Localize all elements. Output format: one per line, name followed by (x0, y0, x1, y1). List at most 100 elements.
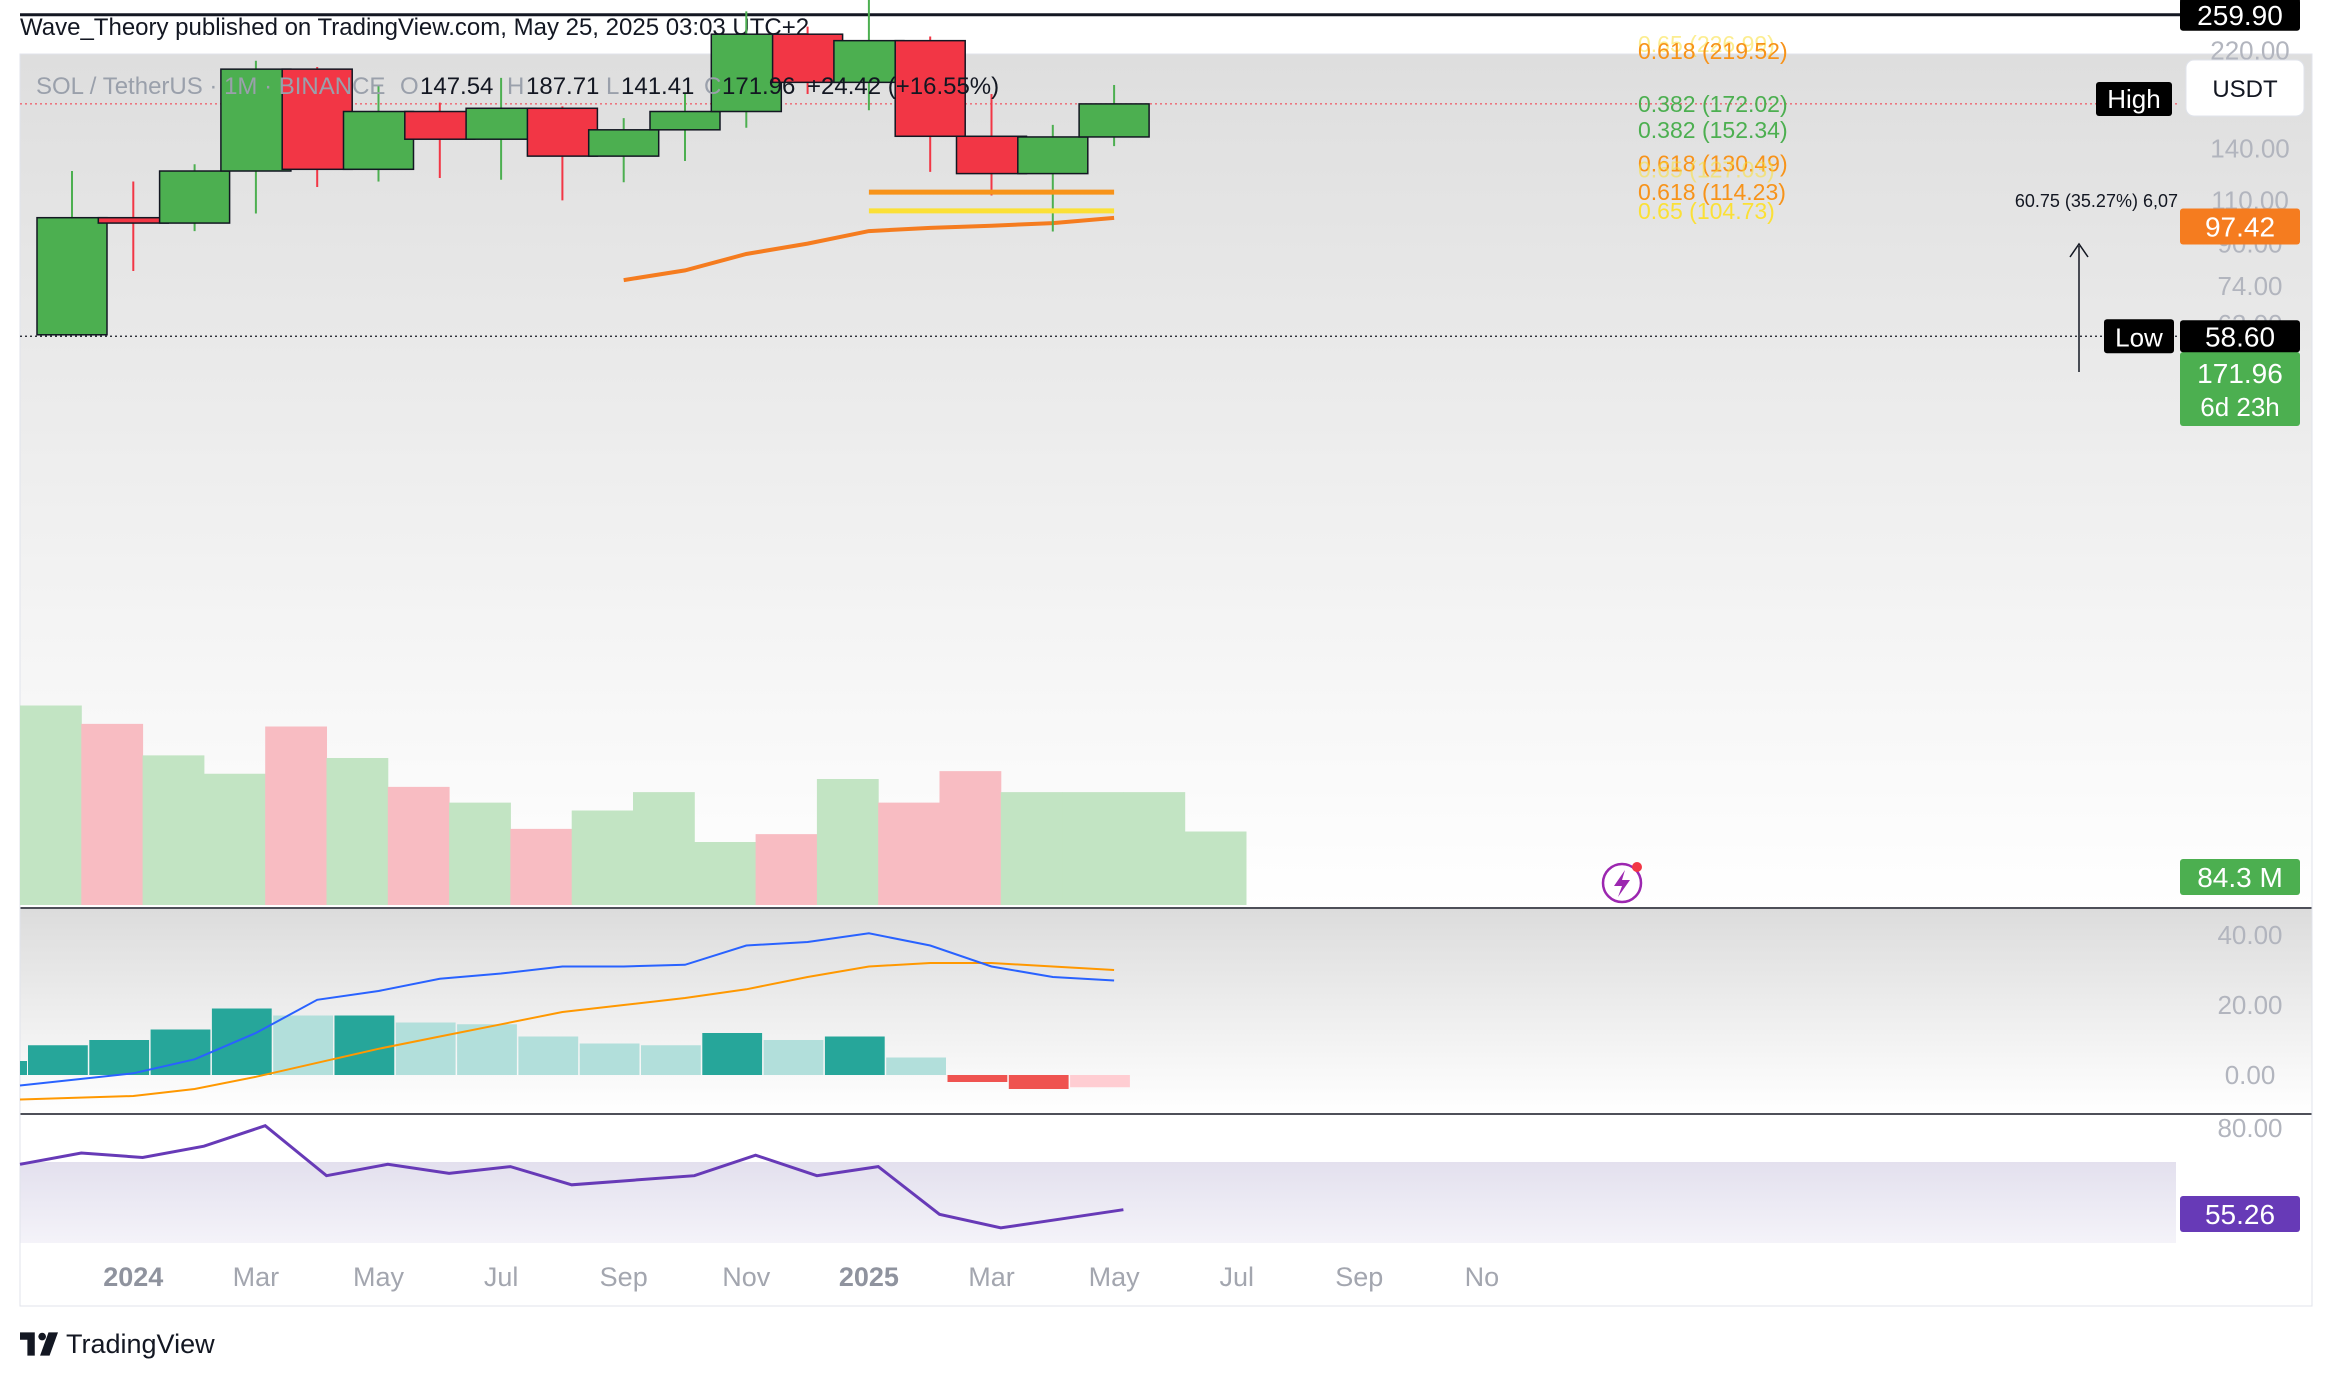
macd-axis-tick: 0.00 (2225, 1060, 2276, 1090)
macd-histogram-bar (947, 1075, 1008, 1082)
volume-bar (142, 755, 205, 905)
ema-value-badge: 97.42 (2205, 212, 2275, 243)
rsi-value-badge-bg (2180, 1196, 2300, 1232)
volume-bar (203, 773, 266, 905)
volume-bar (326, 758, 389, 905)
macd-signal-line (19, 962, 1115, 1101)
volume-bar (694, 842, 757, 905)
volume-bar (1062, 792, 1124, 905)
candle-body (526, 107, 599, 157)
volume-bar (1123, 792, 1186, 905)
macd-histogram-bar (579, 1043, 640, 1075)
legend-high-label: H (507, 73, 524, 100)
lightning-icon[interactable] (1601, 862, 1643, 904)
fib-level-label: 0.65 (226.99) (1638, 31, 1775, 57)
macd-histogram-bar (28, 1045, 88, 1075)
time-axis-tick: Sep (1335, 1262, 1383, 1292)
macd-histogram-bar (20, 1061, 27, 1075)
volume-bar (265, 726, 327, 905)
candle-body (894, 39, 966, 138)
macd-histogram-bar (1070, 1075, 1130, 1088)
macd-histogram-bar (641, 1045, 701, 1075)
volume-badge: 84.3 M (2197, 862, 2283, 893)
candle-body (281, 68, 353, 171)
volume-bar (449, 802, 511, 905)
tradingview-brand[interactable]: TradingView (20, 1326, 215, 1362)
low-price-badge-bg (2180, 320, 2300, 353)
fib-level-label: 0.618 (219.52) (1638, 38, 1788, 64)
tradingview-logo-icon (20, 1332, 58, 1356)
macd-histogram-bar (824, 1036, 885, 1075)
candle-body (36, 216, 108, 336)
measure-arrowhead (2069, 242, 2089, 258)
macd-histogram-bar (702, 1033, 763, 1075)
volume-bar (939, 771, 1002, 905)
fib-level-label: 0.65 (127.03) (1638, 156, 1775, 182)
resistance-price-badge: 259.90 (2197, 0, 2283, 31)
candle-body (220, 68, 292, 172)
time-axis-tick: 2024 (103, 1262, 163, 1292)
time-axis-tick: Jul (484, 1262, 519, 1292)
volume-badge-bg (2180, 859, 2300, 895)
time-axis-tick: Mar (233, 1262, 280, 1292)
candle-body (342, 110, 415, 171)
high-tag: High (2107, 84, 2160, 114)
rsi-line (19, 1124, 1124, 1230)
volume-bar (387, 786, 450, 905)
macd-histogram-bar (518, 1036, 579, 1075)
time-axis-tick: Nov (722, 1262, 771, 1292)
candle-body (1078, 103, 1150, 138)
candle-body (158, 170, 231, 224)
fib-level-label: 0.382 (152.34) (1638, 117, 1788, 143)
volume-bar (1184, 831, 1247, 905)
legend-symbol[interactable]: SOL / TetherUS · 1M · BINANCE (36, 73, 385, 100)
legend-high: 187.71 (526, 73, 599, 100)
currency-button-label: USDT (2212, 76, 2278, 103)
rsi-axis-tick: 80.00 (2217, 1113, 2282, 1143)
fib-level-label: 0.618 (114.23) (1638, 179, 1786, 205)
fib-level-label: 0.382 (172.02) (1638, 91, 1788, 117)
low-tag-bg (2104, 319, 2174, 354)
ema-line (623, 215, 1115, 283)
time-axis-tick: Jul (1219, 1262, 1254, 1292)
ema-value-badge-bg (2180, 208, 2300, 245)
legend-open: 147.54 (420, 73, 493, 100)
time-axis-tick: May (1089, 1262, 1141, 1292)
measure-label: 60.75 (35.27%) 6,07 (2015, 191, 2178, 211)
macd-histogram-bar (763, 1040, 824, 1075)
time-axis-tick: 2025 (839, 1262, 899, 1292)
rsi-value-badge: 55.26 (2205, 1199, 2275, 1230)
volume-bar (755, 834, 818, 905)
high-tag-bg (2096, 82, 2172, 116)
time-axis-tick: Mar (968, 1262, 1015, 1292)
macd-histogram-bar (886, 1057, 946, 1075)
macd-axis-tick: 40.00 (2217, 920, 2282, 950)
fib-level-label: 0.65 (104.73) (1638, 198, 1775, 224)
currency-button[interactable] (2185, 59, 2305, 117)
countdown-badge: 6d 23h (2200, 392, 2280, 422)
last-price-badge: 171.96 (2197, 358, 2283, 389)
published-line: Wave_Theory published on TradingView.com… (20, 14, 810, 41)
candle-body (710, 33, 783, 113)
candle-body (404, 110, 476, 140)
resistance-price-badge-bg (2180, 0, 2300, 31)
rsi-band (20, 1162, 2176, 1243)
volume-bar (1000, 792, 1063, 905)
price-axis-tick: 74.00 (2217, 271, 2282, 301)
legend-open-label: O (400, 73, 419, 100)
macd-histogram-bar (211, 1008, 272, 1075)
legend-low: 141.41 (621, 73, 694, 100)
time-axis-tick: Sep (600, 1262, 648, 1292)
macd-line (19, 932, 1115, 1087)
macd-pane-bg (20, 909, 2312, 1114)
macd-histogram-bar (334, 1015, 395, 1075)
last-price-badge-bg (2180, 352, 2300, 426)
macd-histogram-bar (1008, 1075, 1069, 1089)
brand-name: TradingView (66, 1328, 215, 1359)
price-pane-bg (20, 54, 2312, 909)
macd-histogram-bar (457, 1024, 517, 1075)
macd-axis-tick: 20.00 (2217, 990, 2282, 1020)
time-axis-tick: No (1465, 1262, 1500, 1292)
candle-body (955, 135, 1028, 175)
